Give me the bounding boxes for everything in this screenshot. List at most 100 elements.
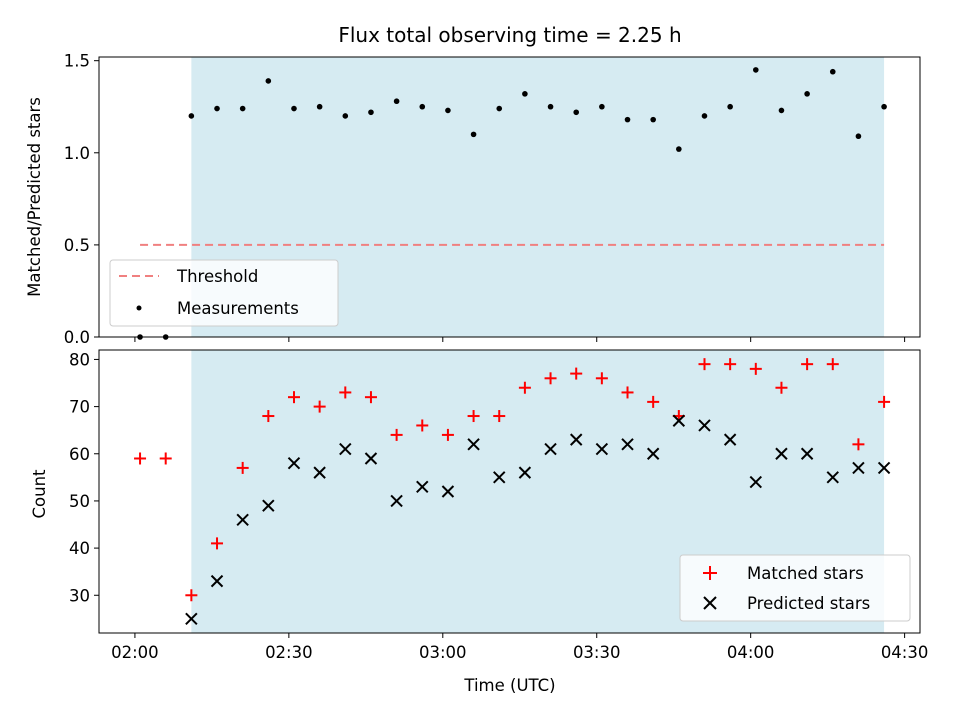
predicted-point (287, 456, 301, 470)
count-x-ticks: 02:00 02:30 03:00 03:30 04:00 04:30 (111, 633, 928, 662)
measurement-point (342, 113, 349, 119)
matched-point (570, 367, 583, 380)
predicted-points (185, 414, 891, 626)
matched-point (287, 391, 300, 404)
count-y-axis-title: Count (30, 469, 49, 519)
predicted-point (210, 574, 224, 588)
measurement-point (214, 105, 220, 112)
matched-point (878, 395, 891, 408)
predicted-point (672, 414, 686, 427)
predicted-point (185, 612, 198, 626)
y-tick-label: 1.0 (64, 144, 90, 163)
measurement-point (188, 113, 195, 119)
measurement-point (496, 105, 503, 112)
x-tick-label: 03:30 (573, 643, 621, 662)
ratio-x-ticks (134, 337, 906, 342)
y-tick-label: 80 (69, 350, 90, 369)
matched-point (185, 589, 198, 602)
predicted-point (544, 442, 557, 456)
legend-threshold-label: Threshold (176, 267, 258, 286)
measurement-point (573, 109, 580, 116)
x-axis-title: Time (UTC) (463, 676, 555, 695)
measurement-point (265, 78, 272, 84)
matched-point (595, 372, 608, 385)
count-legend: Matched stars Predicted stars (679, 554, 911, 622)
ratio-y-axis-title: Matched/Predicted stars (25, 97, 44, 297)
measurement-point (676, 146, 682, 152)
measurement-point (419, 103, 426, 110)
matched-point (826, 358, 839, 371)
measurement-point (881, 103, 887, 110)
predicted-point (493, 471, 506, 484)
count-legend-box (679, 554, 911, 622)
y-tick-label: 30 (69, 586, 90, 605)
y-tick-label: 60 (69, 445, 90, 464)
matched-point (801, 358, 814, 371)
predicted-point (621, 438, 634, 451)
matched-point (134, 452, 147, 465)
legend-matched-swatch (703, 566, 717, 580)
matched-point (262, 410, 275, 423)
measurement-point (522, 91, 528, 97)
ratio-y-ticks: 0.0 0.5 1.0 1.5 (64, 52, 99, 347)
measurement-point (701, 113, 708, 119)
measurement-point (239, 105, 246, 112)
predicted-point (749, 475, 763, 489)
y-tick-label: 70 (69, 398, 90, 417)
predicted-point (595, 442, 609, 456)
y-tick-label: 50 (69, 492, 90, 511)
legend-measurements-swatch (136, 305, 142, 311)
x-tick-label: 02:30 (265, 643, 313, 662)
measurement-point (624, 116, 631, 123)
measurement-point (547, 103, 554, 110)
predicted-point (723, 433, 737, 446)
measurement-point (727, 103, 733, 110)
legend-matched-label: Matched stars (747, 564, 864, 583)
predicted-point (826, 471, 839, 484)
predicted-point (441, 485, 455, 498)
x-tick-label: 03:00 (419, 643, 467, 662)
measurement-point (368, 109, 374, 116)
predicted-point (518, 466, 532, 479)
matched-point (211, 537, 224, 550)
matched-point (518, 381, 531, 394)
predicted-point (698, 419, 711, 432)
matched-point (775, 381, 788, 394)
matched-point (544, 372, 557, 385)
matched-point (724, 358, 737, 371)
matched-point (698, 358, 711, 371)
count-panel: 02:00 02:30 03:00 03:30 04:00 04:30 30 40 50 60 7… (30, 349, 928, 695)
ratio-legend: Threshold Measurements (109, 259, 339, 327)
y-tick-label: 0.5 (64, 236, 90, 255)
legend-predicted-swatch (703, 596, 717, 610)
predicted-point (800, 447, 814, 460)
measurement-point (291, 105, 297, 112)
measurement-point (650, 116, 656, 123)
x-tick-label: 02:00 (111, 643, 159, 662)
predicted-point (646, 447, 660, 460)
predicted-point (416, 480, 429, 493)
measurement-point (316, 103, 323, 110)
measurement-point (599, 103, 605, 110)
predicted-point (262, 499, 275, 512)
ratio-axes-frame (98, 56, 921, 338)
predicted-point (364, 452, 378, 465)
ratio-panel: 0.0 0.5 1.0 1.5 Matched/Predicted stars Thr… (25, 52, 921, 347)
matched-point (621, 386, 634, 399)
predicted-point (852, 461, 865, 475)
measurement-point (804, 91, 810, 97)
matched-point (390, 428, 403, 441)
matched-point (467, 410, 480, 423)
matched-point (364, 391, 377, 404)
x-tick-label: 04:30 (881, 643, 929, 662)
matched-point (493, 410, 506, 423)
matched-point (416, 419, 429, 432)
predicted-point (313, 466, 326, 479)
predicted-point (877, 461, 891, 475)
predicted-point (236, 513, 249, 527)
ratio-legend-box (109, 259, 339, 327)
measurement-point (393, 98, 400, 105)
measurement-point (829, 68, 836, 75)
matched-point (441, 428, 454, 441)
measurement-point (470, 131, 477, 138)
